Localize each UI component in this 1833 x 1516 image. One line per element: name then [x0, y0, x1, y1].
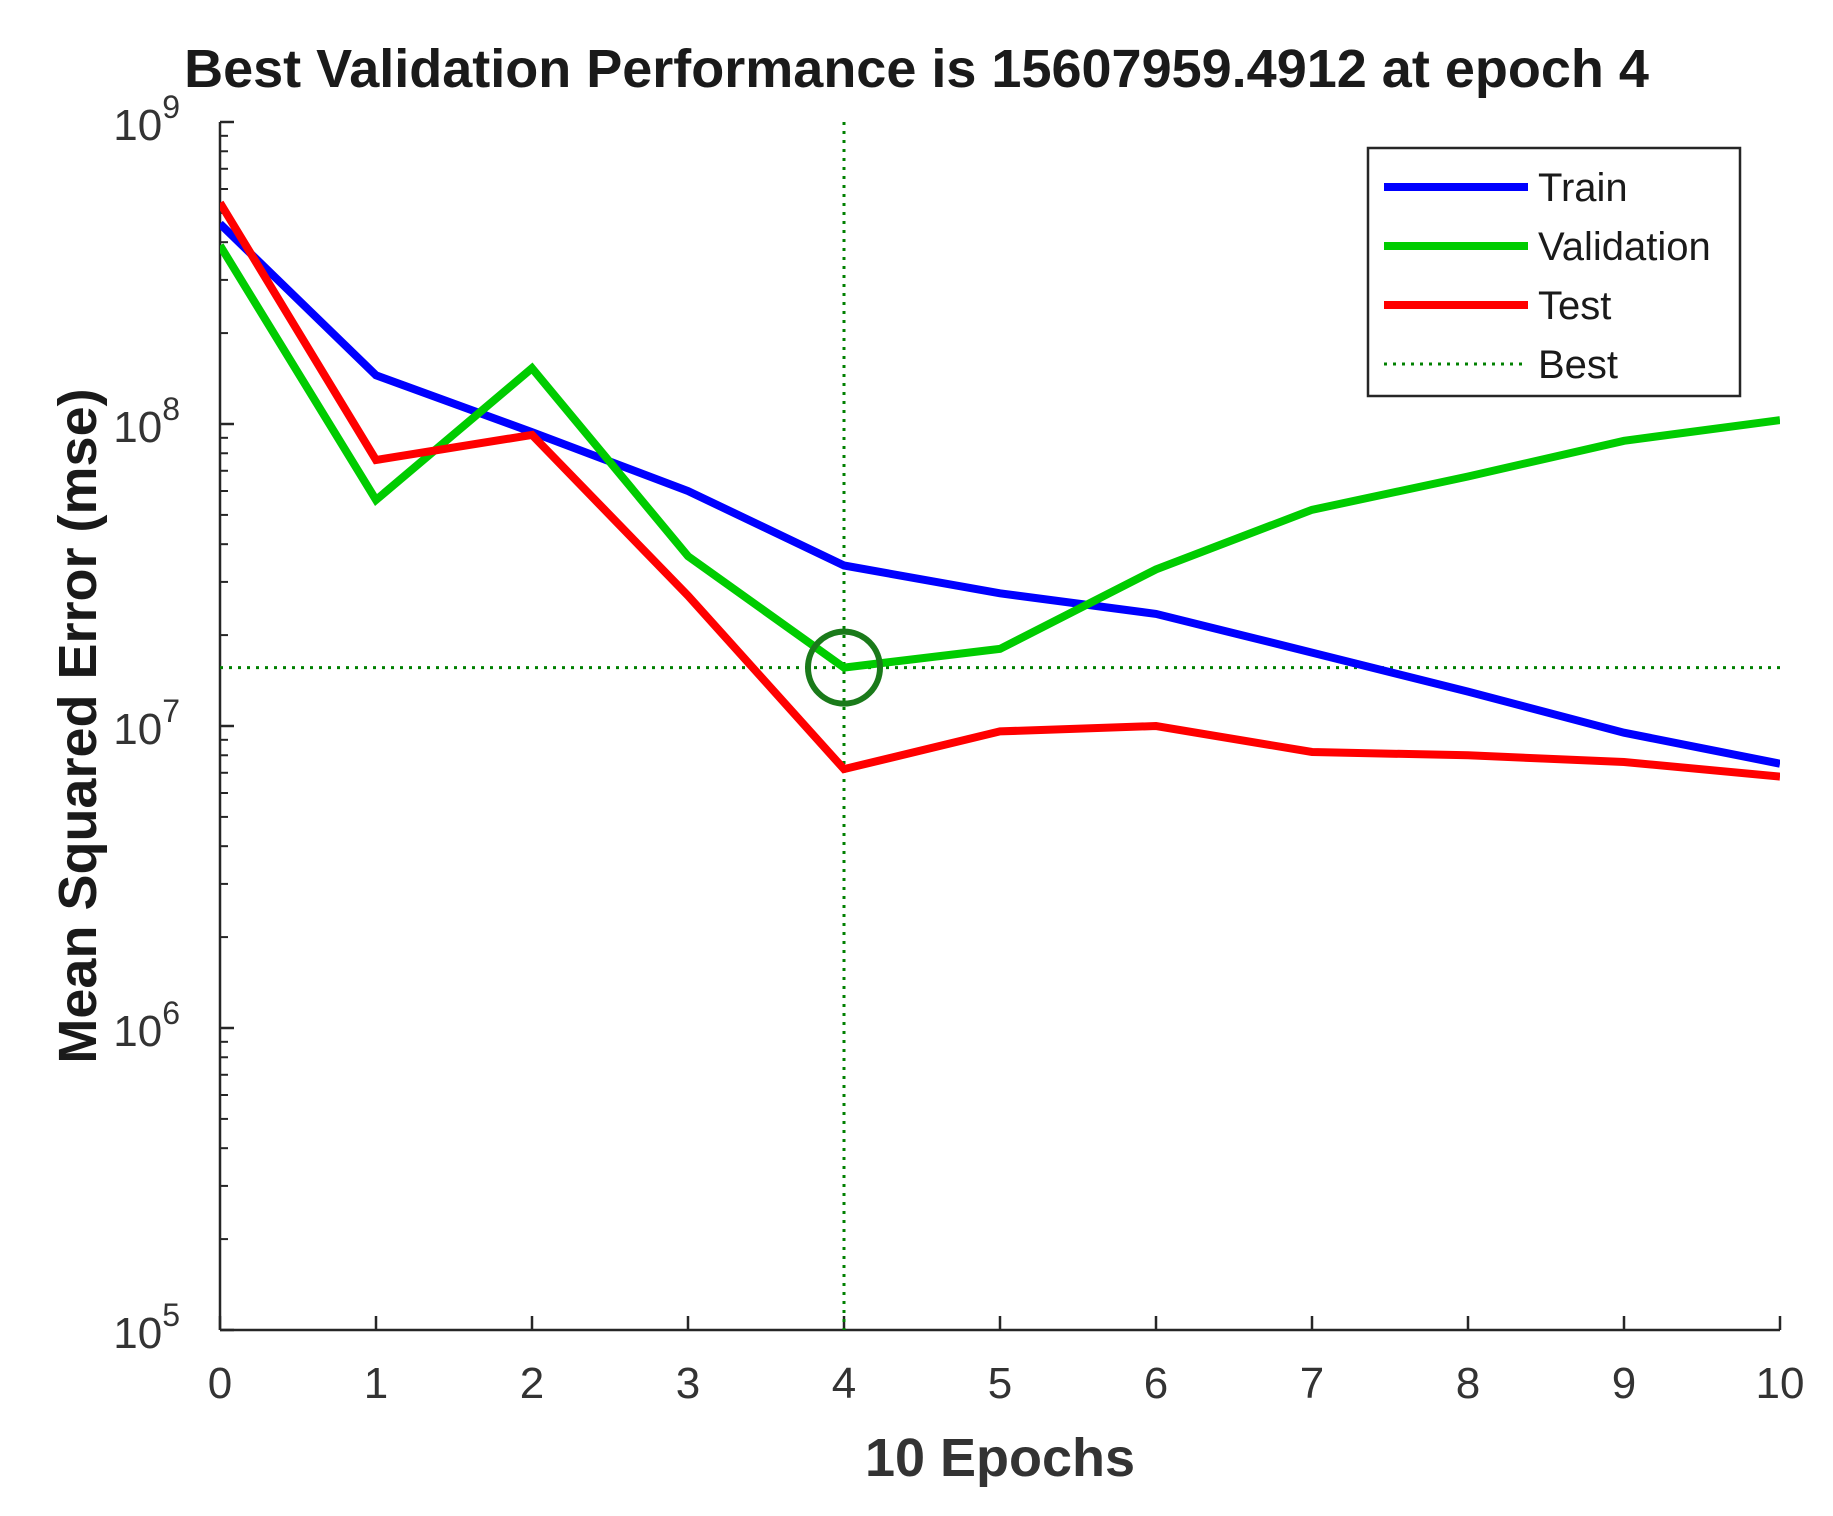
x-tick-label: 9: [1612, 1359, 1636, 1408]
x-tick-label: 4: [832, 1359, 856, 1408]
legend-label-validation: Validation: [1538, 225, 1711, 269]
x-tick-label: 8: [1456, 1359, 1480, 1408]
y-tick-label: 107: [113, 693, 180, 754]
y-tick-label: 106: [113, 995, 180, 1056]
legend-label-test: Test: [1538, 284, 1611, 328]
x-axis-label: 10 Epochs: [864, 1428, 1136, 1488]
y-axis-label: Mean Squared Error (mse): [48, 388, 108, 1064]
x-tick-label: 10: [1756, 1359, 1805, 1408]
y-tick-exponent: 6: [162, 995, 180, 1031]
y-tick-label: 105: [113, 1297, 180, 1358]
y-tick-exponent: 8: [162, 391, 180, 427]
y-tick-label: 109: [113, 89, 180, 150]
x-tick-label: 3: [676, 1359, 700, 1408]
series-line-validation: [220, 243, 1780, 672]
y-tick-label: 108: [113, 391, 180, 452]
x-tick-label: 7: [1300, 1359, 1324, 1408]
x-tick-label: 6: [1144, 1359, 1168, 1408]
x-tick-label: 1: [364, 1359, 388, 1408]
y-tick-exponent: 5: [162, 1297, 180, 1333]
y-tick-exponent: 7: [162, 693, 180, 729]
best-marker-circle: [805, 628, 883, 707]
y-tick-exponent: 9: [162, 89, 180, 125]
legend-label-train: Train: [1538, 166, 1628, 210]
x-tick-label: 2: [520, 1359, 544, 1408]
chart-title: Best Validation Performance is 15607959.…: [184, 39, 1649, 99]
x-tick-label: 0: [208, 1359, 232, 1408]
legend-label-best: Best: [1538, 343, 1618, 387]
x-tick-label: 5: [988, 1359, 1012, 1408]
series-line-test: [220, 200, 1780, 781]
